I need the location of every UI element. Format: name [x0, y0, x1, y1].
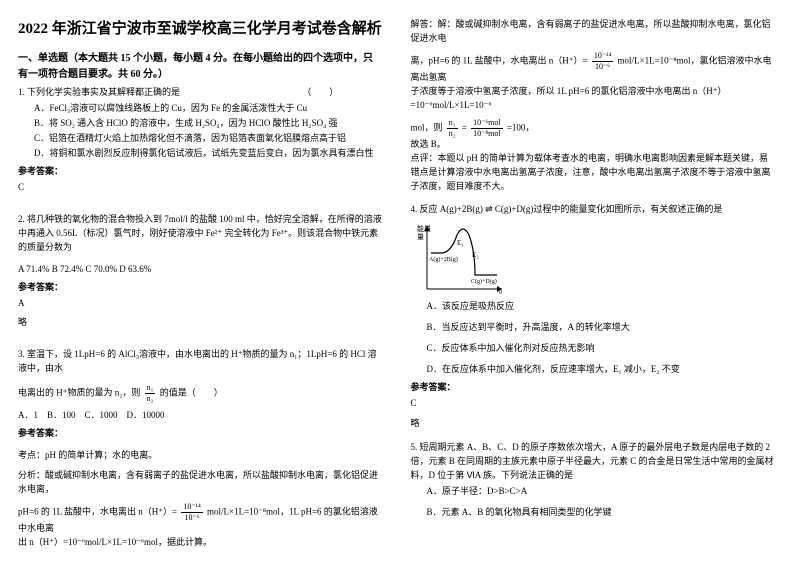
q1-text: 1. 下列化学实验事实及其解释都正确的是 — [18, 87, 180, 97]
q3-answer-label: 参考答案： — [18, 427, 383, 441]
graph-e1: E₁ — [457, 239, 464, 247]
r-frac-b: n₁ n₂ — [447, 119, 458, 138]
r-eq: = — [462, 122, 469, 132]
q3-frac: n₁ n₂ — [145, 384, 156, 403]
q3-frac-a: 10⁻¹⁴ 10⁻⁶ — [181, 503, 202, 522]
graph-right-label: C(g)+D(g) — [471, 278, 497, 285]
doc-title: 2022 年浙江省宁波市至诚学校高三化学月考试卷含解析 — [18, 18, 383, 41]
left-column: 2022 年浙江省宁波市至诚学校高三化学月考试卷含解析 一、单选题（本大题共 1… — [0, 0, 397, 561]
q4-option-c: C．反应体系中加入催化剂对反应热无影响 — [427, 342, 776, 356]
q2-stem: 2. 将几种铁的氧化物的混合物投入到 7mol/l 的盐酸 100 ml 中，恰… — [18, 213, 383, 255]
r-frac-c: 10⁻⁶mol 10⁻⁸mol — [471, 119, 502, 138]
r-fracB-num: n₁ — [447, 119, 458, 129]
q3-ph-c: 出 n（H⁺）=10⁻⁶mol/L×1L=10⁻⁶mol，据此计算。 — [18, 536, 383, 550]
r-line-a-wrap: 离，pH=6 的 1L 盐酸中，水电离出 n（H⁺）= 10⁻¹⁴ 10⁻⁶ m… — [411, 52, 776, 85]
r-jieda: 解答：解：酸或碱抑制水电离，含有弱离子的盐促进水电离，所以盐酸抑制水电离，氯化铝… — [411, 18, 776, 46]
q5-option-a: A．原子半径：D>B>C>A — [427, 485, 776, 499]
r-line-d-a: mol，则 — [411, 122, 445, 132]
q3-line2-a: 电离出的 H⁺物质的量为 n₂，则 — [18, 388, 143, 398]
q4-energy-diagram: 能量 量 A(g)+2B(g) E₁ E₂ C(g)+D(g) 0 — [417, 221, 507, 296]
r-fracA-num: 10⁻¹⁴ — [592, 52, 613, 62]
q3-stem: 3. 室温下，设 1LpH=6 的 AlCl₃溶液中，由水电离出的 H⁺物质的量… — [18, 348, 383, 376]
q2-answer-label: 参考答案： — [18, 281, 383, 295]
q3-fenxi: 分析：酸或碱抑制水电离，含有弱离子的盐促进水电离，所以盐酸抑制水电离，氯化铝促进… — [18, 469, 383, 497]
graph-y-label: 能量 — [417, 224, 431, 233]
q4-answer-label: 参考答案： — [411, 381, 776, 395]
q1-stem: 1. 下列化学实验事实及其解释都正确的是 （ ） — [18, 86, 383, 100]
q1-option-a: A．FeCl₃溶液可以腐蚀线路板上的 Cu，因为 Fe 的金属活泼性大于 Cu — [34, 102, 383, 116]
q1-option-d: D．将铜和氯水剧烈反应制得氯化铝试液后，试纸先变蓝后变白，因为氯水具有漂白性 — [34, 147, 383, 161]
q4-option-d: D．在反应体系中加入催化剂，反应速率增大，E₁ 减小，E₂ 不变 — [427, 363, 776, 377]
q3-options: A．1 B．100 C．1000 D．10000 — [18, 409, 383, 423]
r-dianping: 点评：本题以 pH 的简单计算为载体考查水的电离，明确水电离影响因素是解本题关键… — [411, 152, 776, 194]
q3-fracA-num: 10⁻¹⁴ — [181, 503, 202, 513]
r-gxB: 故选 B。 — [411, 138, 776, 152]
r-line-d-wrap: mol，则 n₁ n₂ = 10⁻⁶mol 10⁻⁸mol =100， — [411, 119, 776, 138]
q1-option-c: C．铝箔在酒精灯火焰上加热熔化但不滴落，因为铝箔表面氧化铝膜熔点高于铝 — [34, 132, 383, 146]
q3-frac-den: n₂ — [145, 394, 156, 403]
q3-kaodian: 考点：pH 的简单计算；水的电离。 — [18, 449, 383, 463]
r-fracA-den: 10⁻⁶ — [592, 62, 613, 71]
q1-option-b: B．将 SO₂ 通入含 HClO 的溶液中，生成 H₂SO₄，因为 HClO 酸… — [34, 117, 383, 131]
q4-note: 略 — [411, 417, 776, 431]
q3-ph-line: pH=6 的 1L 盐酸中，水电离出 n（H⁺）= 10⁻¹⁴ 10⁻⁶ mol… — [18, 503, 383, 536]
r-fracC-den: 10⁻⁸mol — [471, 129, 502, 138]
q1-answer-label: 参考答案： — [18, 165, 383, 179]
q5-option-b: B．元素 A、B 的氧化物具有相同类型的化学键 — [427, 506, 776, 520]
r-line-d-b: =100， — [507, 122, 535, 132]
q4-answer: C — [411, 397, 776, 411]
r-line-c: 子浓度等于溶液中氢离子浓度，所以 1L pH=6 的氯化铝溶液中水电离出 n（H… — [411, 85, 776, 113]
q1-blank: （ ） — [302, 87, 338, 97]
q2-note: 略 — [18, 316, 383, 330]
q1-answer: C — [18, 181, 383, 195]
r-line-a: 离，pH=6 的 1L 盐酸中，水电离出 n（H⁺）= — [411, 55, 590, 65]
q2-answer: A — [18, 297, 383, 311]
q3-frac-num: n₁ — [145, 384, 156, 394]
svg-text:量: 量 — [417, 233, 424, 241]
q3-line2: 电离出的 H⁺物质的量为 n₂，则 n₁ n₂ 的值是（ ） — [18, 384, 383, 403]
q5-stem: 5. 短周期元素 A、B、C、D 的原子序数依次增大，A 原子的最外层电子数是内… — [411, 441, 776, 483]
q4-option-b: B．当反应达到平衡时，升高温度，A 的转化率增大 — [427, 321, 776, 335]
q4-option-a: A．该反应是吸热反应 — [427, 300, 776, 314]
q2-options: A 71.4% B 72.4% C 70.0% D 63.6% — [18, 263, 383, 277]
q3-line2-b: 的值是（ ） — [160, 388, 223, 398]
q3-ph-a: pH=6 的 1L 盐酸中，水电离出 n（H⁺）= — [18, 507, 179, 517]
q3-fracA-den: 10⁻⁶ — [181, 513, 202, 522]
q4-stem: 4. 反应 A(g)+2B(g) ⇌ C(g)+D(g)过程中的能量变化如图所示… — [411, 203, 776, 217]
right-column: 解答：解：酸或碱抑制水电离，含有弱离子的盐促进水电离，所以盐酸抑制水电离，氯化铝… — [397, 0, 793, 561]
graph-left-label: A(g)+2B(g) — [429, 256, 458, 263]
r-fracC-num: 10⁻⁶mol — [471, 119, 502, 129]
graph-e2: E₂ — [472, 251, 479, 259]
r-fracB-den: n₂ — [447, 129, 458, 138]
section-1-heading: 一、单选题（本大题共 15 个小题，每小题 4 分。在每小题给出的四个选项中，只… — [18, 51, 383, 82]
r-frac-a: 10⁻¹⁴ 10⁻⁶ — [592, 52, 613, 71]
svg-text:0: 0 — [499, 290, 502, 296]
